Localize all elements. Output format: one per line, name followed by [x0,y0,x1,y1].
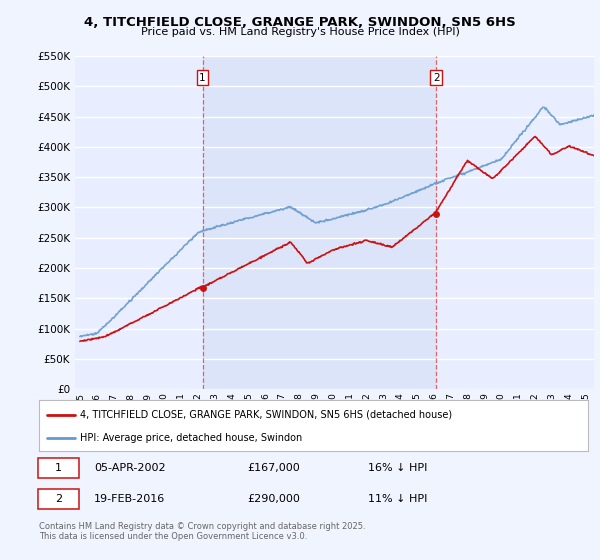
Text: 2: 2 [55,494,62,505]
Text: 11% ↓ HPI: 11% ↓ HPI [368,494,428,505]
FancyBboxPatch shape [38,458,79,478]
Text: £167,000: £167,000 [248,463,301,473]
Text: 4, TITCHFIELD CLOSE, GRANGE PARK, SWINDON, SN5 6HS (detached house): 4, TITCHFIELD CLOSE, GRANGE PARK, SWINDO… [80,409,452,419]
Text: 4, TITCHFIELD CLOSE, GRANGE PARK, SWINDON, SN5 6HS: 4, TITCHFIELD CLOSE, GRANGE PARK, SWINDO… [84,16,516,29]
Text: Price paid vs. HM Land Registry's House Price Index (HPI): Price paid vs. HM Land Registry's House … [140,27,460,37]
Bar [203,56,436,389]
Text: 2: 2 [433,73,439,83]
Text: 16% ↓ HPI: 16% ↓ HPI [368,463,428,473]
Text: Contains HM Land Registry data © Crown copyright and database right 2025.
This d: Contains HM Land Registry data © Crown c… [39,522,365,542]
Text: 05-APR-2002: 05-APR-2002 [94,463,166,473]
FancyBboxPatch shape [38,489,79,510]
Text: 19-FEB-2016: 19-FEB-2016 [94,494,165,505]
Text: £290,000: £290,000 [248,494,301,505]
Text: 1: 1 [55,463,62,473]
Text: 1: 1 [199,73,206,83]
Text: HPI: Average price, detached house, Swindon: HPI: Average price, detached house, Swin… [80,433,302,443]
